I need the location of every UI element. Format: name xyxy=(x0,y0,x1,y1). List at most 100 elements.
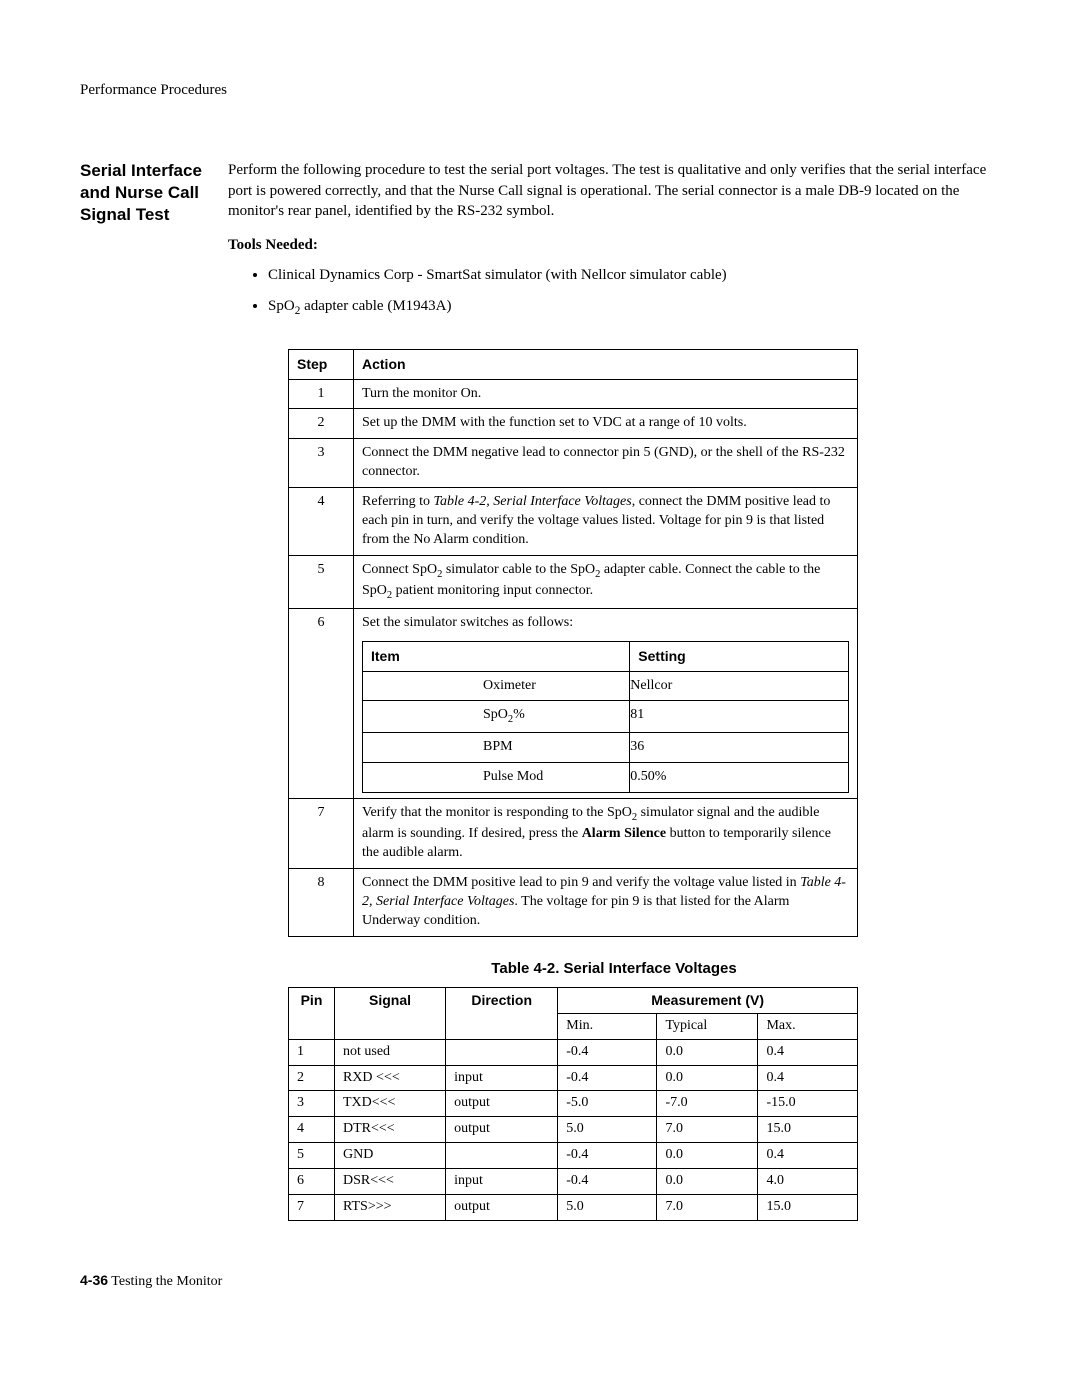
max-cell: 0.4 xyxy=(758,1039,858,1065)
steps-header-action: Action xyxy=(354,349,858,379)
step-text: Set the simulator switches as follows: xyxy=(362,615,573,630)
step-number: 7 xyxy=(289,799,354,869)
table-row: 2 RXD <<< input -0.4 0.0 0.4 xyxy=(289,1065,858,1091)
setting-value: 0.50% xyxy=(630,763,849,793)
min-cell: 5.0 xyxy=(558,1117,657,1143)
table-row: 8 Connect the DMM positive lead to pin 9… xyxy=(289,868,858,936)
table-row: 1 Turn the monitor On. xyxy=(289,379,858,409)
signal-cell: GND xyxy=(334,1143,445,1169)
table-row: BPM 36 xyxy=(363,733,849,763)
table-row: 4 DTR<<< output 5.0 7.0 15.0 xyxy=(289,1117,858,1143)
settings-header-setting: Setting xyxy=(630,641,849,671)
setting-text: % xyxy=(513,707,525,722)
voltages-header-measurement: Measurement (V) xyxy=(558,987,858,1013)
max-cell: 0.4 xyxy=(758,1143,858,1169)
max-cell: -15.0 xyxy=(758,1091,858,1117)
pin-cell: 5 xyxy=(289,1143,335,1169)
footer-title: Testing the Monitor xyxy=(108,1274,222,1289)
steps-table: Step Action 1 Turn the monitor On. 2 Set… xyxy=(288,349,858,937)
table-row: 6 Set the simulator switches as follows:… xyxy=(289,608,858,798)
table-row: 6 DSR<<< input -0.4 0.0 4.0 xyxy=(289,1169,858,1195)
table-header-row: Step Action xyxy=(289,349,858,379)
table-row: Pulse Mod 0.50% xyxy=(363,763,849,793)
intro-paragraph: Perform the following procedure to test … xyxy=(228,160,1000,221)
step-action: Set up the DMM with the function set to … xyxy=(354,409,858,439)
signal-cell: TXD<<< xyxy=(334,1091,445,1117)
max-cell: 15.0 xyxy=(758,1117,858,1143)
voltages-table-caption: Table 4-2. Serial Interface Voltages xyxy=(228,959,1000,979)
signal-cell: RTS>>> xyxy=(334,1194,445,1220)
setting-value: 36 xyxy=(630,733,849,763)
tool-item: SpO2 adapter cable (M1943A) xyxy=(268,296,1000,319)
direction-cell xyxy=(446,1039,558,1065)
min-cell: -0.4 xyxy=(558,1143,657,1169)
step-number: 6 xyxy=(289,608,354,798)
typical-cell: 0.0 xyxy=(657,1065,758,1091)
pin-cell: 4 xyxy=(289,1117,335,1143)
setting-text: SpO xyxy=(483,707,508,722)
step-text: simulator cable to the SpO xyxy=(442,562,595,577)
step-action: Verify that the monitor is responding to… xyxy=(354,799,858,869)
min-cell: -0.4 xyxy=(558,1039,657,1065)
table-row: 4 Referring to Table 4-2, Serial Interfa… xyxy=(289,488,858,556)
max-cell: 4.0 xyxy=(758,1169,858,1195)
simulator-settings-table: Item Setting Oximeter Nellcor SpO2% 81 xyxy=(362,641,849,794)
max-cell: 15.0 xyxy=(758,1194,858,1220)
direction-cell: input xyxy=(446,1169,558,1195)
pin-cell: 7 xyxy=(289,1194,335,1220)
min-cell: -5.0 xyxy=(558,1091,657,1117)
signal-cell: RXD <<< xyxy=(334,1065,445,1091)
voltages-header-signal: Signal xyxy=(334,987,445,1039)
setting-item: Oximeter xyxy=(363,671,630,701)
min-cell: -0.4 xyxy=(558,1065,657,1091)
voltages-subheader-max: Max. xyxy=(758,1013,858,1039)
steps-header-step: Step xyxy=(289,349,354,379)
typical-cell: 0.0 xyxy=(657,1039,758,1065)
step-action: Connect SpO2 simulator cable to the SpO2… xyxy=(354,555,858,608)
min-cell: -0.4 xyxy=(558,1169,657,1195)
step-action: Connect the DMM positive lead to pin 9 a… xyxy=(354,868,858,936)
pin-cell: 3 xyxy=(289,1091,335,1117)
side-heading: Serial Interface and Nurse Call Signal T… xyxy=(80,160,210,1221)
tool-text: adapter cable (M1943A) xyxy=(300,298,451,314)
voltages-header-pin: Pin xyxy=(289,987,335,1039)
typical-cell: 0.0 xyxy=(657,1143,758,1169)
table-row: 7 Verify that the monitor is responding … xyxy=(289,799,858,869)
setting-item: BPM xyxy=(363,733,630,763)
table-row: 3 TXD<<< output -5.0 -7.0 -15.0 xyxy=(289,1091,858,1117)
page-body: Serial Interface and Nurse Call Signal T… xyxy=(80,160,1000,1221)
typical-cell: 7.0 xyxy=(657,1117,758,1143)
setting-value: 81 xyxy=(630,701,849,733)
step-text: Connect SpO xyxy=(362,562,437,577)
table-header-row: Pin Signal Direction Measurement (V) xyxy=(289,987,858,1013)
max-cell: 0.4 xyxy=(758,1065,858,1091)
table-row: 1 not used -0.4 0.0 0.4 xyxy=(289,1039,858,1065)
settings-header-item: Item xyxy=(363,641,630,671)
page-footer: 4-36 Testing the Monitor xyxy=(80,1271,1000,1292)
table-row: Oximeter Nellcor xyxy=(363,671,849,701)
step-number: 3 xyxy=(289,439,354,488)
step-text: Referring to xyxy=(362,494,434,509)
step-text: Connect the DMM positive lead to pin 9 a… xyxy=(362,875,800,890)
step-number: 1 xyxy=(289,379,354,409)
step-action: Referring to Table 4-2, Serial Interface… xyxy=(354,488,858,556)
main-content: Perform the following procedure to test … xyxy=(228,160,1000,1221)
typical-cell: 0.0 xyxy=(657,1169,758,1195)
direction-cell: output xyxy=(446,1194,558,1220)
table-row: 2 Set up the DMM with the function set t… xyxy=(289,409,858,439)
direction-cell: output xyxy=(446,1117,558,1143)
step-text: patient monitoring input connector. xyxy=(392,583,593,598)
direction-cell xyxy=(446,1143,558,1169)
step-number: 8 xyxy=(289,868,354,936)
direction-cell: output xyxy=(446,1091,558,1117)
step-text: Verify that the monitor is responding to… xyxy=(362,805,632,820)
signal-cell: DSR<<< xyxy=(334,1169,445,1195)
tools-list: Clinical Dynamics Corp - SmartSat simula… xyxy=(228,265,1000,318)
page-number: 4-36 xyxy=(80,1272,108,1288)
tool-text: SpO xyxy=(268,298,295,314)
step-action: Set the simulator switches as follows: I… xyxy=(354,608,858,798)
table-row: 7 RTS>>> output 5.0 7.0 15.0 xyxy=(289,1194,858,1220)
tool-item: Clinical Dynamics Corp - SmartSat simula… xyxy=(268,265,1000,285)
typical-cell: -7.0 xyxy=(657,1091,758,1117)
voltages-subheader-typical: Typical xyxy=(657,1013,758,1039)
